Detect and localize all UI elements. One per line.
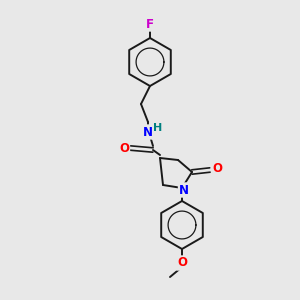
Text: O: O bbox=[177, 256, 187, 269]
Text: N: N bbox=[179, 184, 189, 196]
Text: O: O bbox=[119, 142, 129, 154]
Text: H: H bbox=[153, 123, 163, 133]
Text: N: N bbox=[143, 125, 153, 139]
Text: F: F bbox=[146, 17, 154, 31]
Text: O: O bbox=[212, 163, 222, 176]
